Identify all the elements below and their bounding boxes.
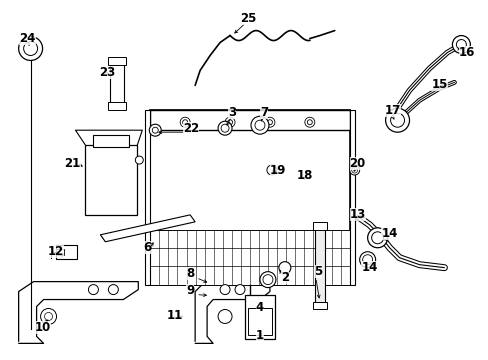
Circle shape	[266, 165, 276, 175]
Circle shape	[260, 272, 275, 288]
Circle shape	[19, 37, 42, 60]
Circle shape	[254, 120, 264, 130]
Circle shape	[250, 116, 268, 134]
Bar	[93, 135, 129, 147]
Circle shape	[263, 275, 272, 285]
Text: 7: 7	[259, 106, 267, 119]
Text: 18: 18	[296, 168, 312, 181]
Circle shape	[180, 117, 190, 127]
Text: 8: 8	[185, 267, 194, 280]
Text: 13: 13	[349, 208, 365, 221]
Circle shape	[44, 312, 52, 320]
Bar	[349, 110, 354, 285]
Text: 14: 14	[381, 227, 397, 240]
Text: 11: 11	[167, 309, 183, 322]
Bar	[150, 110, 349, 285]
Text: 16: 16	[458, 46, 475, 59]
Text: 3: 3	[227, 106, 236, 119]
Text: 24: 24	[20, 32, 36, 45]
Bar	[314, 225, 324, 305]
Circle shape	[218, 310, 232, 323]
Bar	[110, 60, 124, 105]
Text: 23: 23	[99, 66, 115, 79]
Circle shape	[264, 117, 274, 127]
Circle shape	[371, 232, 383, 244]
Circle shape	[267, 120, 272, 125]
Circle shape	[183, 120, 187, 125]
Text: 2: 2	[280, 271, 288, 284]
Text: 9: 9	[185, 284, 194, 297]
Text: 20: 20	[349, 157, 365, 170]
Circle shape	[224, 117, 235, 127]
Circle shape	[23, 41, 38, 55]
Circle shape	[362, 255, 372, 265]
Bar	[145, 110, 150, 285]
Circle shape	[218, 121, 232, 135]
Circle shape	[359, 252, 375, 268]
Text: 25: 25	[239, 12, 256, 25]
Text: 22: 22	[183, 122, 199, 135]
Text: 14: 14	[361, 261, 377, 274]
Polygon shape	[100, 215, 195, 242]
Circle shape	[367, 228, 387, 248]
Text: 21: 21	[64, 157, 81, 170]
Text: 17: 17	[384, 104, 400, 117]
Text: 15: 15	[430, 78, 447, 91]
Bar	[312, 222, 326, 230]
Text: 6: 6	[143, 241, 151, 254]
Bar	[312, 302, 326, 310]
Circle shape	[390, 113, 404, 127]
Bar	[56, 245, 77, 259]
Circle shape	[221, 124, 228, 132]
Circle shape	[304, 117, 314, 127]
Circle shape	[152, 127, 158, 133]
Bar	[108, 58, 126, 66]
Text: 1: 1	[255, 329, 264, 342]
Bar	[56, 249, 63, 255]
Bar	[108, 102, 126, 110]
Circle shape	[455, 40, 466, 50]
Circle shape	[385, 108, 408, 132]
Bar	[244, 294, 274, 339]
Circle shape	[349, 165, 359, 175]
Text: 19: 19	[269, 163, 285, 176]
Text: 4: 4	[255, 301, 264, 314]
Text: 5: 5	[313, 265, 321, 278]
Circle shape	[351, 167, 357, 173]
Circle shape	[220, 285, 229, 294]
Circle shape	[108, 285, 118, 294]
Circle shape	[235, 285, 244, 294]
Circle shape	[149, 124, 161, 136]
Circle shape	[278, 262, 290, 274]
Bar	[150, 230, 349, 285]
Circle shape	[88, 285, 98, 294]
Circle shape	[227, 120, 232, 125]
Circle shape	[41, 309, 57, 324]
Text: 10: 10	[34, 321, 51, 334]
Bar	[85, 145, 137, 215]
Circle shape	[306, 120, 312, 125]
Bar	[150, 110, 349, 130]
Circle shape	[135, 156, 143, 164]
Text: 12: 12	[47, 245, 63, 258]
Bar	[247, 307, 271, 336]
Circle shape	[451, 36, 469, 54]
